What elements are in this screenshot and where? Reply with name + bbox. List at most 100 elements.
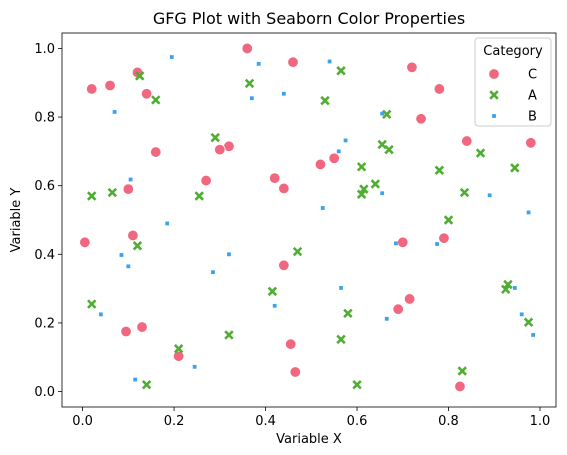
data-point-A	[500, 284, 511, 295]
data-point-C	[397, 236, 409, 249]
data-point-A	[135, 71, 145, 81]
y-tick-label: 0.6	[34, 179, 55, 194]
x-tick-label: 0.2	[164, 414, 185, 429]
data-point-C	[403, 293, 416, 305]
data-point-B	[320, 206, 325, 210]
data-point-C	[200, 174, 212, 187]
data-point-C	[122, 183, 135, 195]
chart-title: GFG Plot with Seaborn Color Properties	[153, 9, 465, 28]
data-point-A	[244, 78, 255, 89]
data-point-C	[392, 303, 404, 315]
data-point-A	[475, 148, 486, 158]
data-point-C	[525, 137, 537, 149]
data-point-A	[343, 308, 353, 319]
data-point-A	[457, 366, 467, 376]
data-point-B	[343, 138, 348, 143]
data-point-C	[79, 236, 91, 249]
data-point-C	[433, 83, 446, 95]
y-tick-label: 0.2	[34, 316, 55, 331]
series-C	[79, 42, 537, 393]
legend-label-A: A	[528, 89, 537, 104]
series-A	[87, 66, 534, 390]
data-point-B	[487, 193, 492, 198]
data-point-C	[328, 152, 340, 164]
x-tick-label: 0.6	[347, 414, 368, 429]
legend: Category CAB	[474, 37, 552, 127]
x-tick-label: 1.0	[530, 414, 551, 429]
data-point-C	[86, 83, 98, 95]
data-point-A	[336, 66, 346, 76]
data-points	[79, 42, 537, 393]
data-point-C	[278, 182, 290, 195]
data-point-B	[380, 191, 385, 196]
data-point-C	[314, 158, 327, 171]
data-point-B	[249, 96, 254, 101]
data-point-C	[241, 42, 253, 55]
data-point-A	[434, 165, 445, 175]
data-point-A	[267, 286, 278, 297]
y-tick-label: 0.4	[34, 248, 55, 263]
data-point-B	[169, 55, 174, 59]
data-point-C	[150, 146, 162, 158]
data-point-A	[210, 132, 220, 143]
data-point-A	[523, 317, 534, 327]
data-point-A	[141, 379, 152, 390]
data-point-B	[384, 316, 389, 321]
legend-marker-B	[492, 114, 496, 118]
data-point-C	[214, 143, 226, 156]
data-point-A	[87, 191, 97, 201]
data-point-B	[281, 91, 286, 96]
data-point-B	[394, 241, 398, 246]
data-point-C	[285, 338, 297, 350]
data-point-A	[173, 343, 184, 354]
data-point-C	[454, 380, 466, 393]
x-axis-title: Variable X	[276, 432, 342, 447]
x-tick-label: 0.8	[438, 414, 459, 429]
legend-marker-C	[488, 68, 500, 80]
data-point-C	[287, 56, 299, 68]
data-point-B	[519, 312, 524, 317]
data-point-C	[104, 79, 116, 92]
data-point-B	[380, 111, 385, 116]
legend-label-C: C	[528, 68, 537, 83]
data-point-A	[382, 109, 392, 120]
data-point-A	[87, 299, 97, 309]
data-point-B	[327, 59, 332, 64]
data-point-C	[136, 321, 148, 333]
data-point-B	[165, 221, 170, 226]
data-point-A	[356, 189, 367, 199]
data-point-A	[459, 187, 470, 198]
data-point-B	[272, 303, 277, 308]
data-point-B	[526, 210, 531, 215]
legend-box	[474, 37, 552, 127]
data-point-B	[435, 242, 439, 246]
data-point-A	[336, 334, 346, 345]
data-point-A	[132, 241, 143, 251]
data-point-A	[443, 215, 454, 225]
data-point-C	[172, 350, 185, 362]
y-tick-label: 0.8	[34, 111, 55, 126]
data-point-B	[512, 286, 517, 290]
data-point-A	[356, 162, 367, 172]
data-point-A	[194, 191, 204, 201]
data-point-B	[126, 264, 131, 269]
x-tick-label: 0.0	[72, 414, 93, 429]
data-point-C	[438, 232, 450, 244]
legend-label-B: B	[528, 110, 537, 125]
series-B	[98, 55, 536, 382]
data-point-C	[140, 88, 153, 100]
data-point-B	[256, 61, 261, 66]
data-point-C	[461, 135, 473, 147]
data-point-A	[224, 330, 234, 340]
data-point-B	[339, 286, 343, 290]
data-point-B	[98, 312, 103, 317]
data-point-A	[384, 144, 394, 155]
data-point-B	[192, 364, 197, 369]
y-tick-label: 1.0	[34, 42, 55, 57]
data-point-A	[320, 95, 330, 106]
legend-title: Category	[483, 44, 543, 59]
data-point-A	[292, 246, 303, 257]
legend-item-C: C	[488, 68, 537, 83]
data-point-B	[128, 177, 133, 182]
